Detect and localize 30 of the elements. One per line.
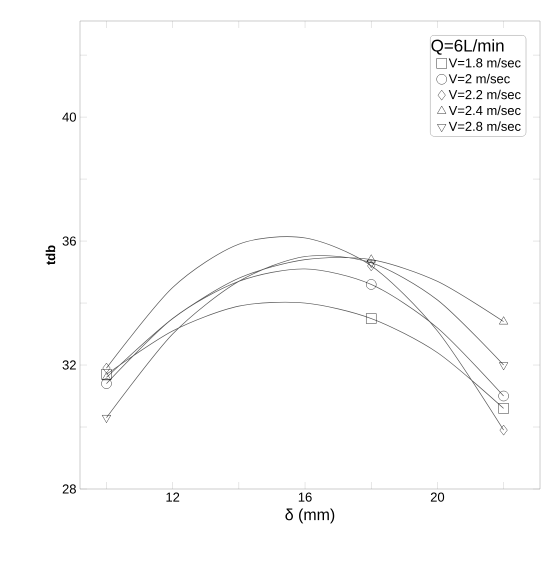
y-tick-label: 40 [62,112,76,122]
point [366,279,376,290]
y-axis-title: tdb [46,245,56,265]
point [366,260,376,268]
y-tick-label: 32 [62,360,76,370]
legend-label: V=2 m/sec [448,74,510,84]
point [498,390,509,402]
x-axis-title: δ (mm) [285,508,334,524]
point [101,378,112,389]
legend-label: V=2.2 m/sec [448,90,521,100]
x-tick-label: 12 [166,492,180,502]
point [499,316,508,324]
point [102,372,112,380]
y-tick-label: 36 [62,236,76,246]
x-tick-label: 16 [298,492,312,502]
legend-label: V=1.8 m/sec [448,58,521,68]
point [102,362,110,374]
point [500,424,508,436]
point [498,403,509,414]
legend-label: V=2.8 m/sec [448,121,521,131]
point [366,254,376,262]
x-tick-label: 20 [430,492,444,502]
point [101,369,112,380]
point [366,313,376,324]
legend-label: V=2.4 m/sec [448,106,521,116]
y-tick-label: 28 [62,484,76,494]
legend-title: Q=6L/min [431,39,504,55]
point [102,415,112,423]
point [367,260,376,272]
point [499,362,508,370]
